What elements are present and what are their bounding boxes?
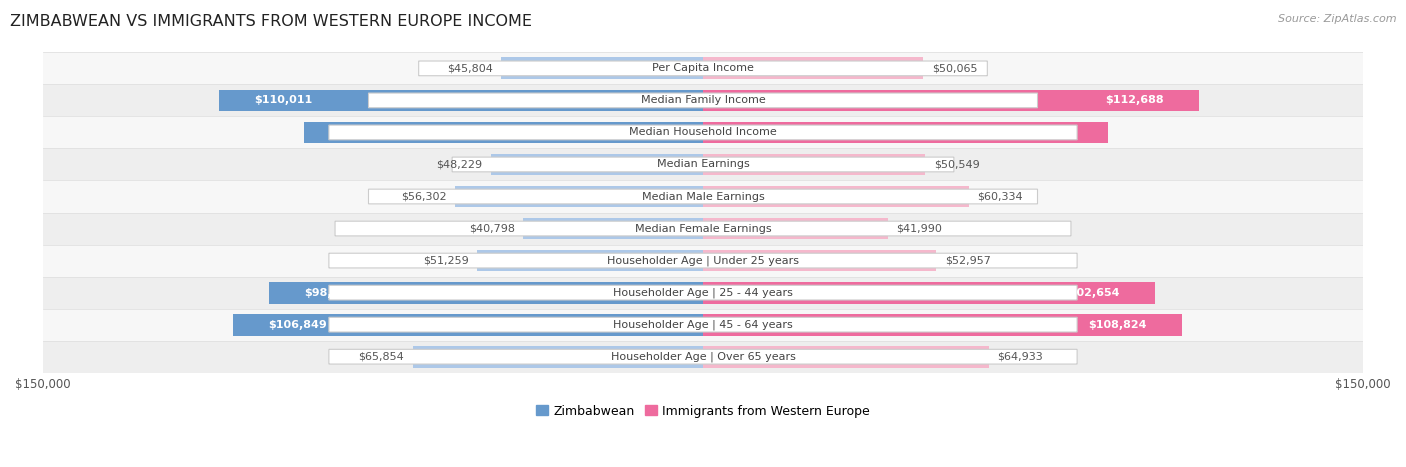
Text: $56,302: $56,302 [401,191,446,202]
FancyBboxPatch shape [329,285,1077,300]
Bar [233,314,703,335]
Text: $90,618: $90,618 [339,127,391,137]
Text: Median Family Income: Median Family Income [641,95,765,106]
Text: $41,990: $41,990 [897,224,942,234]
FancyBboxPatch shape [453,157,953,172]
Text: $48,229: $48,229 [436,159,482,170]
FancyBboxPatch shape [42,85,1364,116]
Text: $50,065: $50,065 [932,64,977,73]
Bar [269,282,703,304]
FancyBboxPatch shape [42,276,1364,309]
Text: $65,854: $65,854 [359,352,405,361]
Text: $112,688: $112,688 [1105,95,1164,106]
FancyBboxPatch shape [42,212,1364,245]
FancyBboxPatch shape [42,149,1364,180]
FancyBboxPatch shape [368,189,1038,204]
Text: Median Household Income: Median Household Income [628,127,778,137]
Text: Householder Age | 45 - 64 years: Householder Age | 45 - 64 years [613,319,793,330]
Text: Householder Age | Over 65 years: Householder Age | Over 65 years [610,352,796,362]
Bar [703,154,925,176]
Bar [413,346,703,368]
Text: Householder Age | Under 25 years: Householder Age | Under 25 years [607,255,799,266]
Bar [304,121,703,143]
FancyBboxPatch shape [42,180,1364,212]
Text: Median Male Earnings: Median Male Earnings [641,191,765,202]
FancyBboxPatch shape [329,317,1077,332]
Bar [523,218,703,240]
Bar [703,121,1108,143]
Bar [703,346,988,368]
Bar [219,90,703,111]
FancyBboxPatch shape [42,309,1364,340]
Text: $52,957: $52,957 [945,255,991,266]
Text: $51,259: $51,259 [423,255,468,266]
Bar [703,250,936,271]
FancyBboxPatch shape [335,221,1071,236]
Text: Per Capita Income: Per Capita Income [652,64,754,73]
Text: $45,804: $45,804 [447,64,492,73]
Bar [502,57,703,79]
FancyBboxPatch shape [329,253,1077,268]
Text: $64,933: $64,933 [998,352,1043,361]
Bar [478,250,703,271]
FancyBboxPatch shape [329,125,1077,140]
Text: $40,798: $40,798 [468,224,515,234]
Text: $102,654: $102,654 [1062,288,1119,297]
Text: Median Earnings: Median Earnings [657,159,749,170]
FancyBboxPatch shape [42,116,1364,149]
FancyBboxPatch shape [329,349,1077,364]
FancyBboxPatch shape [42,245,1364,276]
FancyBboxPatch shape [419,61,987,76]
FancyBboxPatch shape [42,52,1364,85]
Bar [491,154,703,176]
Bar [456,185,703,207]
Bar [703,314,1182,335]
Text: $91,936: $91,936 [1021,127,1073,137]
Bar [703,218,887,240]
Text: $110,011: $110,011 [254,95,312,106]
Text: $98,586: $98,586 [304,288,356,297]
Text: $60,334: $60,334 [977,191,1024,202]
Text: Householder Age | 25 - 44 years: Householder Age | 25 - 44 years [613,287,793,298]
Bar [703,282,1154,304]
Text: Median Female Earnings: Median Female Earnings [634,224,772,234]
Legend: Zimbabwean, Immigrants from Western Europe: Zimbabwean, Immigrants from Western Euro… [536,405,870,417]
Bar [703,57,924,79]
FancyBboxPatch shape [42,340,1364,373]
Bar [703,90,1199,111]
Text: $108,824: $108,824 [1088,319,1147,330]
Bar [703,185,969,207]
Text: $106,849: $106,849 [269,319,326,330]
Text: $50,549: $50,549 [934,159,980,170]
Text: Source: ZipAtlas.com: Source: ZipAtlas.com [1278,14,1396,24]
Text: ZIMBABWEAN VS IMMIGRANTS FROM WESTERN EUROPE INCOME: ZIMBABWEAN VS IMMIGRANTS FROM WESTERN EU… [10,14,531,29]
FancyBboxPatch shape [368,93,1038,108]
